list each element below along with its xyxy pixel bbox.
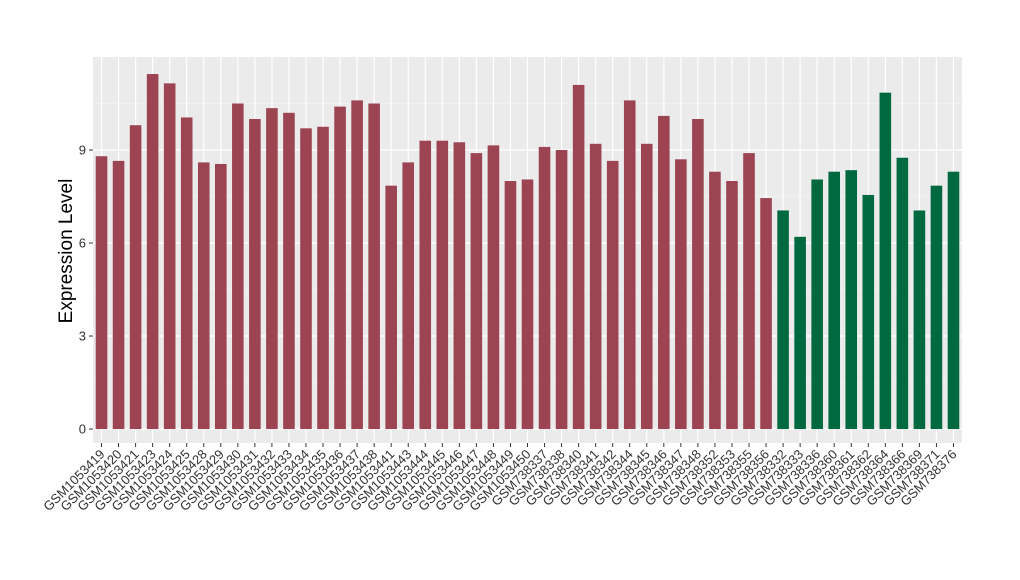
bar-GSM738348 xyxy=(692,119,704,430)
bar-GSM738345 xyxy=(640,143,653,430)
bar-GSM1053425 xyxy=(180,117,193,430)
bar-GSM738355 xyxy=(743,153,755,430)
bar-GSM1053438 xyxy=(368,103,380,430)
bar-GSM738336 xyxy=(811,179,823,430)
y-axis: 0 3 6 9 xyxy=(79,143,93,437)
bar-GSM738366 xyxy=(896,157,909,430)
bar-GSM1053450 xyxy=(521,179,534,430)
bar-GSM738356 xyxy=(760,198,772,430)
bar-GSM1053430 xyxy=(232,103,244,430)
bars xyxy=(95,74,960,430)
bar-GSM1053436 xyxy=(334,106,346,430)
bar-GSM1053432 xyxy=(266,108,278,430)
y-tick-label: 6 xyxy=(79,236,86,251)
bar-GSM738369 xyxy=(913,210,926,430)
bar-GSM1053419 xyxy=(95,156,108,430)
bar-GSM738342 xyxy=(606,160,619,430)
y-tick-label: 9 xyxy=(79,143,86,158)
bar-GSM1053446 xyxy=(453,142,466,430)
bar-GSM1053449 xyxy=(504,181,517,430)
bar-GSM1053441 xyxy=(385,185,397,430)
bar-GSM738338 xyxy=(555,150,568,430)
bar-GSM738360 xyxy=(828,171,840,430)
bar-GSM1053429 xyxy=(215,163,227,430)
bar-GSM738353 xyxy=(726,181,738,430)
bar-GSM1053434 xyxy=(300,128,312,430)
bar-GSM738371 xyxy=(930,185,943,430)
bar-GSM738362 xyxy=(862,194,875,430)
bar-GSM1053421 xyxy=(129,125,142,430)
bar-GSM738341 xyxy=(589,143,602,430)
bar-GSM1053448 xyxy=(487,145,500,430)
bar-GSM1053428 xyxy=(197,162,210,430)
bar-GSM1053423 xyxy=(146,74,159,430)
bar-GSM738344 xyxy=(623,100,636,430)
bar-GSM738333 xyxy=(794,236,806,430)
bar-GSM1053447 xyxy=(470,153,483,430)
y-tick-label: 3 xyxy=(79,329,86,344)
bar-GSM738332 xyxy=(777,210,789,430)
bar-GSM738347 xyxy=(675,159,687,430)
x-axis: GSM1053419GSM1053420GSM1053421GSM1053423… xyxy=(40,443,960,514)
bar-GSM1053444 xyxy=(419,140,432,430)
bar-GSM738376 xyxy=(947,171,960,430)
bar-GSM1053420 xyxy=(112,160,125,430)
bar-GSM738337 xyxy=(538,146,551,430)
bar-GSM1053424 xyxy=(163,83,176,430)
bar-GSM738361 xyxy=(845,170,858,430)
y-tick-label: 0 xyxy=(79,422,86,437)
bar-GSM738364 xyxy=(879,92,892,430)
bar-GSM1053445 xyxy=(436,140,449,430)
bar-GSM1053431 xyxy=(249,119,261,430)
bar-GSM738346 xyxy=(658,115,670,430)
bar-GSM1053443 xyxy=(402,162,415,430)
bar-GSM1053435 xyxy=(317,126,329,430)
bar-GSM1053437 xyxy=(351,100,363,430)
y-axis-title: Expression Level xyxy=(56,179,77,324)
bar-GSM1053433 xyxy=(283,112,295,430)
bar-GSM738352 xyxy=(709,171,721,430)
bar-GSM738340 xyxy=(572,84,585,430)
